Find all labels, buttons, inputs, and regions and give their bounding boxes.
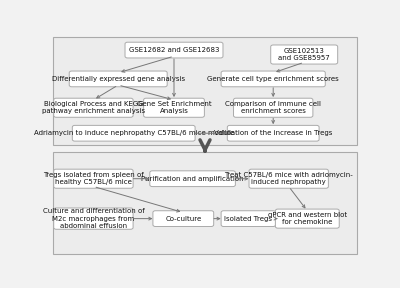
FancyBboxPatch shape (54, 208, 133, 229)
Text: Comparison of immune cell
enrichment scores: Comparison of immune cell enrichment sco… (225, 101, 321, 115)
FancyBboxPatch shape (54, 98, 133, 117)
FancyBboxPatch shape (53, 152, 357, 254)
Text: qPCR and western blot
for chemokine: qPCR and western blot for chemokine (268, 212, 347, 226)
FancyBboxPatch shape (72, 125, 195, 141)
Text: GSE12682 and GSE12683: GSE12682 and GSE12683 (129, 47, 219, 53)
FancyBboxPatch shape (275, 209, 339, 228)
Text: Validation of the increase in Tregs: Validation of the increase in Tregs (214, 130, 332, 136)
Text: Adriamycin to induce nephropathy C57BL/6 mice module: Adriamycin to induce nephropathy C57BL/6… (34, 130, 234, 136)
Text: Co-culture: Co-culture (165, 216, 202, 222)
Text: Isolated Tregs: Isolated Tregs (224, 216, 272, 222)
FancyBboxPatch shape (144, 98, 204, 117)
Text: GSE102513
and GSE85957: GSE102513 and GSE85957 (278, 48, 330, 61)
FancyBboxPatch shape (153, 211, 214, 226)
Text: Purification and amplification: Purification and amplification (141, 176, 244, 182)
Text: Treat C57BL/6 mice with adriomycin-
induced nephropathy: Treat C57BL/6 mice with adriomycin- indu… (224, 172, 353, 185)
FancyBboxPatch shape (221, 71, 325, 87)
Text: Differentially expressed gene analysis: Differentially expressed gene analysis (52, 76, 185, 82)
FancyBboxPatch shape (234, 98, 313, 117)
FancyBboxPatch shape (271, 45, 338, 64)
FancyBboxPatch shape (53, 37, 357, 145)
FancyBboxPatch shape (125, 42, 223, 58)
Text: Culture and differentiation of
M2c macrophages from
abdominal effusion: Culture and differentiation of M2c macro… (42, 208, 144, 229)
FancyBboxPatch shape (227, 125, 319, 141)
Text: Generate cell type enrichment scores: Generate cell type enrichment scores (207, 76, 339, 82)
FancyBboxPatch shape (150, 171, 235, 187)
FancyBboxPatch shape (249, 169, 328, 188)
Text: Tregs isolated from spleen of
healthy C57BL/6 mice: Tregs isolated from spleen of healthy C5… (43, 172, 144, 185)
FancyBboxPatch shape (221, 211, 276, 226)
Text: Gene Set Enrichment
Analysis: Gene Set Enrichment Analysis (137, 101, 211, 115)
FancyBboxPatch shape (54, 169, 133, 188)
Text: Biological Process and KEGG
pathway enrichment analysis: Biological Process and KEGG pathway enri… (42, 101, 145, 115)
FancyBboxPatch shape (69, 71, 167, 87)
